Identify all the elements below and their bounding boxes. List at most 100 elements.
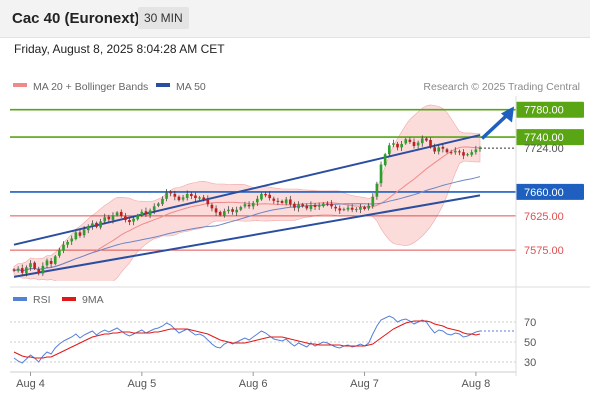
candle-body [169,192,173,194]
candle [462,149,465,160]
candle [437,145,441,155]
candle [66,240,69,248]
candle-body [235,209,239,213]
candle [392,139,395,148]
candle [86,224,90,234]
candle [103,213,107,224]
candle-body [338,208,342,211]
candle [115,211,119,217]
candle-body [140,211,144,216]
candle [293,201,296,211]
candle [165,189,168,202]
candle-body [268,194,272,199]
moving-average-layer [13,146,481,272]
candle-body [53,256,57,264]
candle [189,192,193,200]
candle [474,145,478,155]
level-label-7625.00: 7625.00 [524,211,564,223]
candle-body [103,217,107,222]
candle-body [350,207,354,210]
candle-body [375,183,379,197]
x-axis-layer: Aug 4 Aug 5 Aug 6 Aug 7 Aug 8 [16,372,490,390]
candle [346,205,350,212]
candle-body [86,226,90,231]
candle [260,192,263,201]
candle [404,137,408,145]
candle-body [280,200,284,203]
candle [408,137,412,144]
candle-body [297,204,300,209]
candle [177,195,181,202]
candle-body [272,198,276,201]
last-price-label: 7724.00 [524,143,564,155]
bollinger-band [13,104,481,281]
candle [445,147,449,154]
candle-body [466,154,469,156]
candle-body [231,209,234,212]
candle-body [243,204,247,207]
ma50-legend-swatch [156,83,170,87]
channel-upper-line [13,134,481,246]
candle [371,193,375,209]
candle [396,141,399,151]
candle-body [210,204,214,209]
projection-arrowhead [501,106,514,123]
candle [276,197,280,206]
candle [330,200,333,209]
candle [247,201,251,209]
candle [301,202,305,208]
candle-body [227,209,230,212]
level-tag-7740.00 [516,129,584,146]
x-tick-label: Aug 6 [239,378,268,390]
candle-body [202,197,206,200]
candle [416,140,420,149]
candle [326,201,329,207]
candle [280,199,284,205]
candle [288,195,292,207]
candle [124,212,127,223]
candle [387,142,391,157]
candle [231,207,234,215]
candle-body [152,206,156,211]
rsi-line [13,315,481,364]
candle-body [470,152,474,155]
candle-body [247,204,251,207]
candle-body [124,216,127,221]
candle-body [478,148,482,150]
candle-body [78,232,82,236]
candle-body [181,197,185,200]
candle-body [251,202,255,207]
candle-body [189,193,193,197]
candle [91,220,94,230]
candle [309,201,313,212]
rsi-legend-label: RSI [33,294,51,306]
candle [128,218,131,226]
candle [255,195,259,206]
candle-body [99,221,102,228]
candle-body [41,265,45,274]
x-tick-label: Aug 4 [16,378,45,390]
candle-body [132,218,135,222]
candle [37,266,41,276]
channel-lower-line [13,194,481,278]
candle-body [214,208,218,213]
candle-body [367,205,370,209]
candle-body [33,262,36,269]
candle [53,254,57,266]
candle [297,201,300,212]
candle [321,202,325,208]
candle-body [206,198,210,205]
candle [132,215,135,226]
candle [20,264,24,276]
candle-body [119,211,123,216]
candle-body [400,143,403,148]
candle [185,190,189,201]
timeframe-button[interactable]: 30 MIN [138,7,189,29]
candle [425,137,428,142]
candle-body [321,203,325,207]
x-tick-label: Aug 5 [127,378,156,390]
candle [181,194,185,202]
rsi-ma-legend-label: 9MA [82,294,104,306]
projection-arrow-layer [480,106,514,140]
candle-body [354,209,358,211]
